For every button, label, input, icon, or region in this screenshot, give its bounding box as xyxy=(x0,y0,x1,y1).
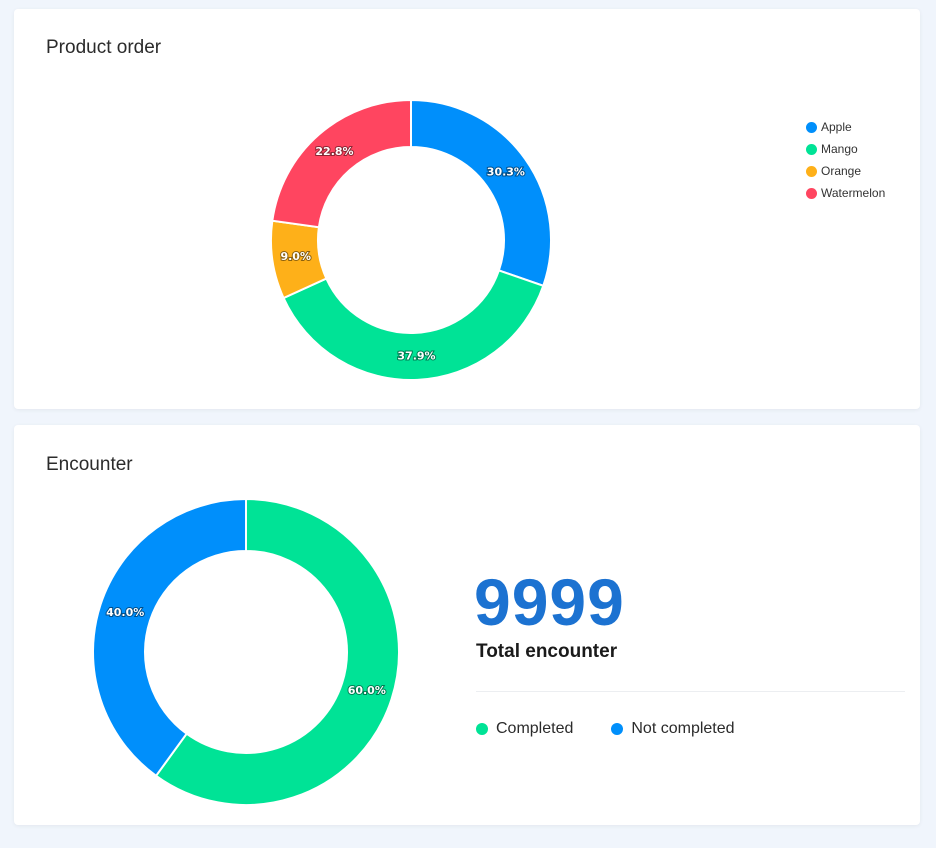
legend-label: Mango xyxy=(821,142,858,156)
total-encounter-label: Total encounter xyxy=(476,641,618,662)
data-label-orange: 9.0% xyxy=(280,250,311,263)
legend-item-orange[interactable]: Orange xyxy=(806,160,885,182)
data-label-not-completed: 40.0% xyxy=(106,606,144,619)
card-title: Product order xyxy=(46,37,162,58)
legend-marker xyxy=(806,187,817,199)
legend-label: Watermelon xyxy=(821,186,886,200)
product-order-donut-chart: 30.3% 37.9% 9.0% 22.8% xyxy=(270,98,552,381)
legend-marker xyxy=(806,121,817,133)
data-label-mango: 37.9% xyxy=(397,349,435,362)
encounter-donut-chart: 60.0% 40.0% xyxy=(92,497,400,806)
encounter-legend: Completed Not completed xyxy=(476,720,773,738)
legend-marker xyxy=(806,165,817,177)
legend-label: Completed xyxy=(496,720,574,737)
legend-item-mango[interactable]: Mango xyxy=(806,138,885,160)
legend-label: Apple xyxy=(821,120,852,134)
donut-slice-mango[interactable] xyxy=(282,269,545,381)
legend-item-apple[interactable]: Apple xyxy=(806,116,885,138)
donut-slice-completed[interactable] xyxy=(154,497,400,806)
legend-marker xyxy=(806,143,817,155)
product-order-legend: Apple Mango Orange Watermelon xyxy=(806,116,885,204)
legend-item-not-completed[interactable]: Not completed xyxy=(611,720,735,738)
data-label-apple: 30.3% xyxy=(487,165,525,178)
legend-item-completed[interactable]: Completed xyxy=(476,720,573,738)
legend-label: Orange xyxy=(821,164,862,178)
legend-item-watermelon[interactable]: Watermelon xyxy=(806,182,885,204)
legend-label: Not completed xyxy=(631,720,735,737)
product-order-card: Product order 30.3% 37.9% 9.0% 22.8% Apple … xyxy=(14,9,920,409)
total-encounter-value: 9999 xyxy=(474,565,625,639)
donut-slice-watermelon[interactable] xyxy=(271,98,412,229)
donut-slice-not-completed[interactable] xyxy=(92,497,247,778)
card-title: Encounter xyxy=(46,454,133,475)
divider xyxy=(476,691,905,692)
data-label-completed: 60.0% xyxy=(348,684,386,697)
legend-marker xyxy=(611,723,624,735)
encounter-card: Encounter 60.0% 40.0% 9999 Total encounte… xyxy=(14,425,920,825)
legend-marker xyxy=(476,723,488,735)
donut-slice-apple[interactable] xyxy=(410,98,552,288)
data-label-watermelon: 22.8% xyxy=(315,145,353,158)
